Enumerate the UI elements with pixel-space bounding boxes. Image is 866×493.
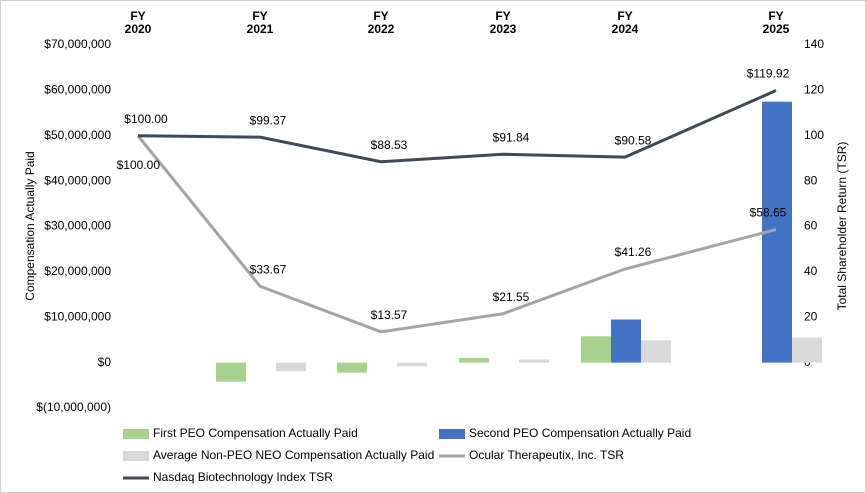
bar [397, 362, 427, 367]
data-label: $100.00 [124, 112, 168, 126]
legend-swatch [123, 429, 149, 439]
x-tick-label: FY 2023 [489, 9, 517, 36]
y-tick-label: $70,000,000 [44, 37, 111, 51]
y-tick-label: $10,000,000 [44, 309, 111, 323]
data-label: $100.00 [117, 158, 161, 172]
y2-tick-label: 140 [804, 37, 824, 51]
line-series [137, 89, 777, 164]
legend-label: Ocular Therapeutix, Inc. TSR [469, 448, 624, 462]
legend-swatch [439, 429, 465, 439]
bar [611, 319, 641, 363]
x-tick-label: FY 2024 [611, 9, 639, 36]
x-tick-label: FY 2021 [246, 9, 274, 36]
data-label: $41.26 [615, 245, 652, 259]
data-label: $33.67 [250, 262, 287, 276]
data-label: $119.92 [747, 67, 790, 81]
y-tick-label: $(10,000,000) [36, 400, 111, 414]
y2-tick-label: 60 [804, 219, 818, 233]
line-series [136, 134, 777, 334]
y-tick-label: $30,000,000 [44, 219, 111, 233]
data-label: $99.37 [250, 113, 287, 127]
bar [337, 362, 367, 373]
y-tick-label: $50,000,000 [44, 128, 111, 142]
legend-label: Second PEO Compensation Actually Paid [469, 426, 691, 440]
data-label: $90.58 [615, 133, 652, 147]
data-label: $88.53 [371, 138, 408, 152]
y-tick-label: $60,000,000 [44, 83, 111, 97]
bar [519, 359, 549, 363]
y2-tick-label: 40 [804, 264, 818, 278]
y2-axis-title: Total Shareholder Return (TSR) [835, 142, 849, 311]
data-label: $58.65 [750, 206, 787, 220]
bar [276, 362, 306, 372]
x-tick-label: FY 2020 [124, 9, 152, 36]
y-axis-title: Compensation Actually Paid [23, 151, 37, 300]
legend-swatch [123, 451, 149, 461]
bar [459, 358, 489, 363]
y-tick-label: $0 [98, 355, 112, 369]
y2-tick-label: 80 [804, 173, 818, 187]
bar [581, 336, 611, 363]
legend-label: First PEO Compensation Actually Paid [153, 426, 358, 440]
y-tick-label: $20,000,000 [44, 264, 111, 278]
bar [641, 340, 671, 363]
legend-label: Average Non-PEO NEO Compensation Actuall… [153, 448, 434, 462]
data-label: $13.57 [371, 308, 408, 322]
data-label: $21.55 [493, 290, 530, 304]
data-label: $91.84 [493, 130, 530, 144]
y2-tick-label: 100 [804, 128, 824, 142]
legend-label: Nasdaq Biotechnology Index TSR [153, 470, 333, 484]
bar [792, 337, 822, 363]
y2-tick-label: 120 [804, 83, 824, 97]
y-tick-label: $40,000,000 [44, 173, 111, 187]
bar [216, 362, 246, 382]
x-tick-label: FY 2022 [367, 9, 395, 36]
x-tick-label: FY 2025 [762, 9, 790, 36]
y2-tick-label: 20 [804, 309, 818, 323]
